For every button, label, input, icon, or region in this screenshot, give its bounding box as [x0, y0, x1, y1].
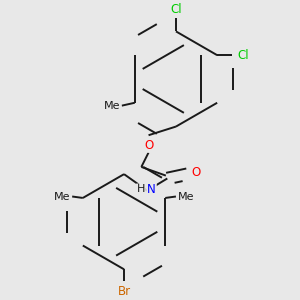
Text: N: N — [147, 183, 156, 196]
Text: Me: Me — [104, 101, 121, 111]
Text: Br: Br — [118, 285, 130, 298]
Text: H: H — [136, 184, 145, 194]
Text: Me: Me — [178, 191, 195, 202]
Text: O: O — [191, 166, 200, 179]
Text: Cl: Cl — [170, 3, 182, 16]
Text: Me: Me — [53, 191, 70, 202]
Text: O: O — [145, 139, 154, 152]
Text: Cl: Cl — [237, 49, 249, 62]
